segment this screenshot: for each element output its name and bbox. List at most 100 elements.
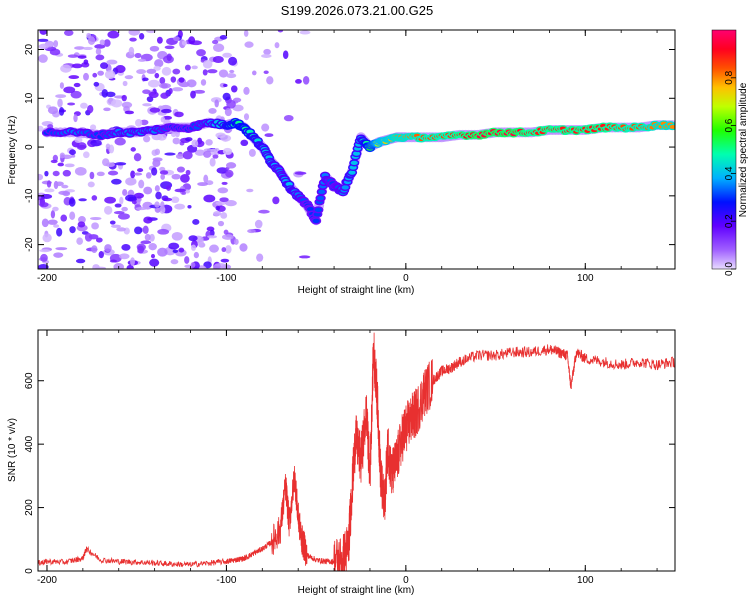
- spectrogram-noise-blob: [142, 89, 151, 95]
- spectrogram-noise-blob: [114, 203, 122, 208]
- snr-y-tick-label: 0: [24, 568, 35, 574]
- spectrogram-noise-blob: [170, 259, 179, 265]
- spectrogram-noise-blob: [95, 48, 102, 55]
- spectrogram-noise-blob: [83, 151, 90, 159]
- spectrogram-noise-blob: [222, 52, 232, 58]
- spectrogram-noise-blob: [95, 54, 105, 61]
- spectrogram-noise-blob: [103, 107, 111, 112]
- spectrogram-noise-blob: [52, 206, 59, 212]
- spectrogram-noise-blob: [193, 251, 199, 259]
- spectrogram-noise-blob: [154, 59, 164, 68]
- spectrogram-noise-blob: [277, 30, 284, 33]
- spectrogram-noise-blob: [102, 158, 110, 167]
- spectrogram-noise-blob: [98, 251, 104, 259]
- spectrogram-noise-blob: [149, 258, 160, 267]
- spectrogram-noise-blob: [174, 111, 184, 118]
- spectrogram-noise-blob: [149, 107, 161, 113]
- spectrogram-noise-blob: [185, 169, 191, 176]
- spectrogram-noise-blob: [190, 262, 196, 268]
- spectrogram-noise-blob: [222, 147, 233, 155]
- spectrogram-noise-blob: [173, 36, 180, 42]
- spectrogram-noise-blob: [239, 243, 248, 252]
- spectrogram-noise-blob: [146, 96, 154, 103]
- spectrogram-noise-blob: [160, 92, 169, 99]
- spectrogram-noise-blob: [184, 64, 191, 71]
- spectrogram-noise-blob: [110, 99, 123, 108]
- spectrogram-noise-blob: [223, 229, 229, 235]
- spectrogram-noise-blob: [258, 209, 270, 214]
- spectrogram-noise-blob: [57, 162, 65, 167]
- spectrogram-ridge-blob: [352, 151, 361, 156]
- spectrogram-noise-blob: [105, 143, 111, 150]
- spectrogram-noise-blob: [142, 103, 152, 107]
- spectrogram-noise-blob: [42, 233, 52, 243]
- spectrogram-noise-blob: [64, 163, 75, 168]
- spectrogram-noise-blob: [146, 68, 157, 74]
- spectrogram-noise-blob: [145, 172, 152, 179]
- spectrogram-noise-blob: [261, 54, 272, 59]
- spectrogram-noise-blob: [272, 196, 280, 205]
- spectrogram-noise-blob: [222, 92, 231, 101]
- spectrogram-noise-blob: [157, 133, 167, 141]
- spectrogram-noise-blob: [130, 147, 136, 152]
- spectrogram-ridge-blob: [317, 195, 325, 201]
- spectrogram-x-tick-label: 100: [577, 273, 594, 284]
- spectrogram-noise-blob: [157, 228, 170, 235]
- colorbar-tick-label: 0.6: [724, 118, 735, 132]
- spectrogram-noise-blob: [159, 170, 169, 175]
- spectrogram-noise-blob: [137, 245, 145, 254]
- spectrogram-noise-blob: [160, 201, 165, 210]
- spectrogram-noise-blob: [172, 249, 179, 253]
- spectrogram-noise-blob: [203, 148, 213, 152]
- spectrogram-noise-blob: [133, 192, 144, 199]
- spectrogram-noise-blob: [68, 197, 76, 207]
- spectrogram-noise-blob: [90, 139, 102, 147]
- spectrogram-noise-blob: [133, 172, 143, 176]
- snr-y-ticks: 0 200 400 600: [24, 372, 675, 574]
- spectrogram-noise-blob: [196, 49, 206, 57]
- spectrogram-noise-blob: [178, 77, 185, 83]
- spectrogram-ridge-blob: [318, 189, 326, 195]
- spectrogram-noise-blob: [52, 170, 60, 177]
- spectrogram-noise-blob: [113, 262, 125, 269]
- spectrogram-noise-blob: [57, 98, 63, 108]
- colorbar-tick-label: 0.4: [724, 166, 735, 180]
- spectrogram-noise-blob: [80, 102, 88, 109]
- spectrogram-noise-blob: [263, 70, 269, 75]
- spectrogram-noise-blob: [47, 106, 59, 115]
- spectrogram-noise-blob: [142, 135, 151, 143]
- spectrogram-noise-blob: [228, 56, 238, 66]
- spectrogram-noise-blob: [121, 244, 131, 251]
- spectrogram-ridge-blob: [350, 160, 358, 166]
- spectrogram-noise-blob: [181, 191, 186, 195]
- spectrogram-noise-blob: [219, 197, 229, 203]
- spectrogram-noise-blob: [147, 79, 160, 88]
- spectrogram-noise-blob: [89, 171, 95, 180]
- spectrogram-noise-blob: [140, 240, 152, 245]
- spectrogram-noise-blob: [213, 211, 222, 217]
- spectrogram-noise-blob: [187, 205, 192, 209]
- spectrogram-noise-blob: [107, 30, 120, 39]
- spectrogram-noise-blob: [248, 148, 256, 157]
- spectrogram-noise-blob: [162, 197, 173, 202]
- spectrogram-noise-blob: [60, 214, 68, 222]
- spectrogram-noise-blob: [134, 226, 143, 235]
- spectrogram-x-ticks: -200 -100 0 100: [37, 30, 658, 284]
- spectrogram-noise-blob: [213, 43, 225, 52]
- spectrogram-noise-blob: [202, 59, 213, 69]
- spectrogram-y-tick-label: -10: [24, 188, 35, 203]
- spectrogram-noise-blob: [138, 179, 145, 189]
- spectrogram-noise-blob: [218, 69, 229, 78]
- spectrogram-noise-blob: [174, 188, 186, 193]
- spectrogram-noise-blob: [157, 247, 168, 257]
- spectrogram-noise-blob: [70, 90, 82, 99]
- spectrogram-noise-blob: [55, 247, 68, 251]
- spectrogram-noise-blob: [68, 75, 80, 80]
- spectrogram-noise-blob: [149, 233, 155, 242]
- spectrogram-noise-blob: [77, 55, 87, 59]
- spectrogram-noise-blob: [38, 54, 48, 63]
- spectrogram-noise-blob: [49, 48, 61, 56]
- spectrogram-noise-blob: [188, 235, 198, 242]
- spectrogram-noise-blob: [143, 186, 153, 195]
